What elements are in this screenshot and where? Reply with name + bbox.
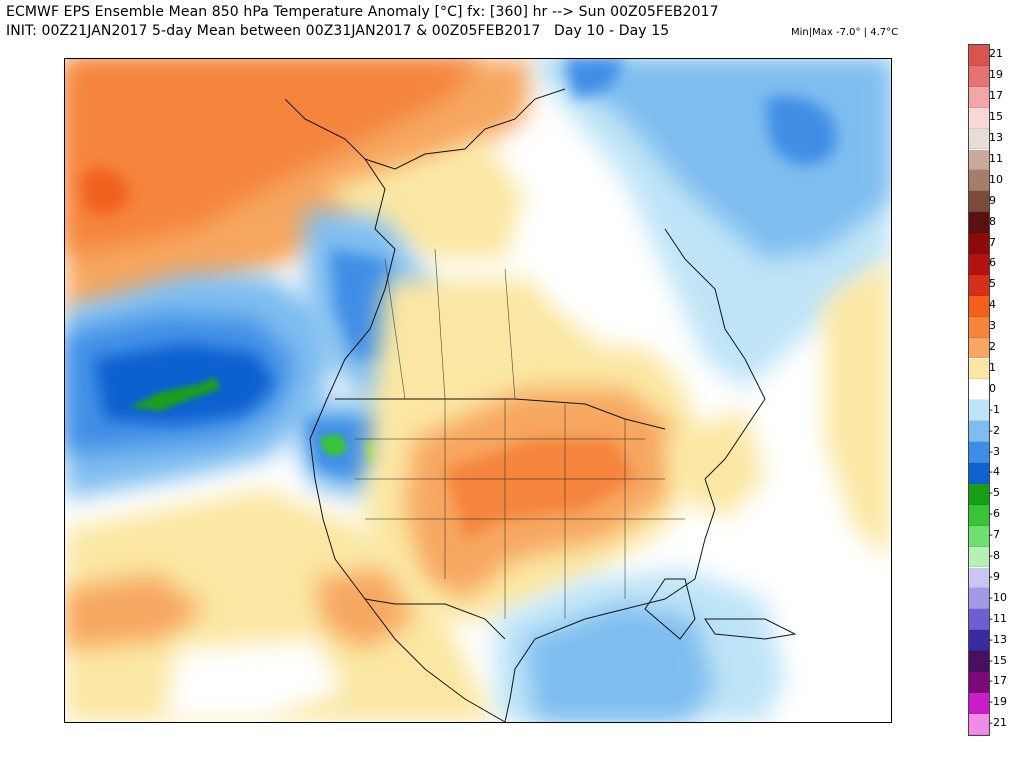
colorbar-swatch [969,295,989,317]
colorbar-swatch [969,651,989,672]
colorbar-swatch [969,546,989,568]
colorbar-swatch [969,128,989,150]
colorbar-label: -3 [989,444,1000,458]
colorbar-label: -10 [989,590,1007,604]
colorbar-swatch [969,379,989,401]
colorbar-swatch [969,672,989,693]
coastline-borders [284,88,797,722]
colorbar-swatch [969,254,989,275]
colorbar-label: 15 [989,110,1003,124]
colorbar-swatch [969,337,989,359]
colorbar-label: 19 [989,68,1003,82]
colorbar-swatch [969,233,989,254]
colorbar-label: 6 [989,256,996,270]
colorbar-swatch [969,149,989,171]
colorbar-label: 17 [989,89,1003,103]
colorbar-swatch [969,86,989,108]
colorbar-label: -1 [989,402,1000,416]
colorbar-swatch [969,316,989,338]
colorbar-label: 13 [989,131,1003,145]
colorbar-label: -15 [989,653,1007,667]
colorbar-label: -9 [989,569,1000,583]
colorbar-label: -5 [989,486,1000,500]
colorbar-label: -17 [989,674,1007,688]
colorbar-label: 8 [989,214,996,228]
colorbar-swatch [969,421,989,443]
colorbar-swatch [969,609,989,631]
state-province-lines [355,248,685,619]
anomaly-shading [65,59,891,722]
colorbar-swatch [969,358,989,380]
colorbar-swatch [969,525,989,547]
colorbar-label: 9 [989,193,996,207]
colorbar-swatch [969,713,989,735]
colorbar-swatch [969,65,989,87]
colorbar-label: 5 [989,277,996,291]
colorbar-swatch [969,567,989,589]
colorbar-label: 1 [989,360,996,374]
colorbar-swatch [969,274,989,296]
colorbar-swatch [969,630,989,652]
colorbar-swatch [969,504,989,526]
colorbar-label: 2 [989,340,996,354]
colorbar-swatch [969,400,989,422]
colorbar-label: 0 [989,381,996,395]
map-title-line-1: ECMWF EPS Ensemble Mean 850 hPa Temperat… [6,4,719,20]
colorbar-label: -7 [989,528,1000,542]
colorbar-swatch [969,692,989,714]
colorbar-label: 21 [989,47,1003,61]
colorbar-swatch [969,442,989,463]
colorbar-label: -19 [989,695,1007,709]
colorbar-label: -21 [989,716,1007,730]
colorbar-label: 3 [989,319,996,333]
colorbar-label: 4 [989,298,996,312]
colorbar-label: -4 [989,465,1000,479]
colorbar-label: 10 [989,172,1003,186]
min-max-readout: Min|Max -7.0° | 4.7°C [791,27,899,38]
colorbar-swatch [969,170,989,192]
colorbar-label: 11 [989,151,1003,165]
colorbar-swatch [969,191,989,213]
colorbar-label: -11 [989,611,1007,625]
colorbar-label: -8 [989,549,1000,563]
colorbar-swatch [969,212,989,234]
colorbar-swatch [969,588,989,610]
map-title-line-2: INIT: 00Z21JAN2017 5-day Mean between 00… [6,23,670,39]
colorbar-swatch [969,483,989,505]
colorbar-label: -2 [989,423,1000,437]
colorbar [968,44,990,736]
anomaly-map [64,58,892,723]
map-canvas [65,59,891,722]
colorbar-swatch [969,463,989,484]
colorbar-swatch [969,107,989,129]
colorbar-label: -13 [989,632,1007,646]
colorbar-label: 7 [989,235,996,249]
colorbar-label: -6 [989,507,1000,521]
colorbar-swatch [969,45,989,66]
